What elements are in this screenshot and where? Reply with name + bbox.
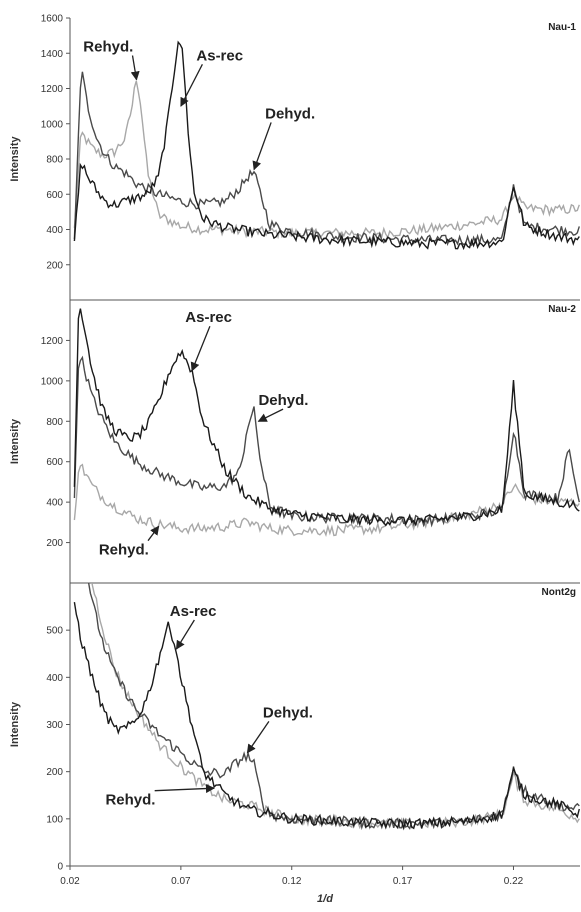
annotation-label: As-rec — [170, 603, 217, 620]
annotation-label: Rehyd. — [99, 542, 149, 559]
y-tick-label: 1600 — [41, 14, 64, 25]
annotation-arrow — [155, 788, 214, 791]
annotation-label: Dehyd. — [265, 105, 315, 122]
y-tick-label: 600 — [46, 190, 63, 201]
y-tick-label: 1000 — [41, 119, 64, 130]
y-tick-label: 400 — [46, 225, 63, 236]
annotation-arrow — [133, 55, 137, 79]
x-tick-label: 0.07 — [171, 876, 191, 887]
annotation-label: Dehyd. — [258, 392, 308, 409]
y-tick-label: 400 — [46, 673, 63, 684]
y-tick-label: 1000 — [41, 376, 64, 387]
series-line-rehyd — [74, 484, 579, 827]
y-tick-label: 100 — [46, 814, 63, 825]
series-line-asrec — [74, 42, 579, 249]
x-tick-label: 0.22 — [504, 876, 524, 887]
annotation-label: Rehyd. — [83, 38, 133, 55]
x-axis-label: 1/d — [317, 893, 333, 905]
annotation-arrow — [258, 409, 283, 421]
annotation-label: As-rec — [196, 47, 243, 64]
y-tick-label: 800 — [46, 155, 63, 166]
series-line-dehyd — [74, 72, 579, 245]
y-axis-label: Intensity — [9, 418, 21, 464]
panel-title: Nau-2 — [548, 304, 576, 315]
annotation-arrow — [247, 721, 269, 752]
x-tick-label: 0.12 — [282, 876, 302, 887]
y-tick-label: 0 — [57, 862, 63, 873]
y-tick-label: 200 — [46, 538, 63, 549]
y-tick-label: 600 — [46, 457, 63, 468]
y-tick-label: 800 — [46, 417, 63, 428]
annotation-arrow — [192, 326, 210, 371]
y-tick-label: 200 — [46, 260, 63, 271]
y-axis-label: Intensity — [9, 136, 21, 182]
x-tick-label: 0.17 — [393, 876, 413, 887]
y-tick-label: 1200 — [41, 336, 64, 347]
y-tick-label: 400 — [46, 498, 63, 509]
y-tick-label: 300 — [46, 720, 63, 731]
x-tick-label: 0.02 — [60, 876, 80, 887]
annotation-arrow — [176, 620, 194, 649]
y-axis-label: Intensity — [9, 701, 21, 747]
annotation-label: As-rec — [185, 309, 232, 326]
annotation-label: Dehyd. — [263, 704, 313, 721]
panel-title: Nont2g — [542, 587, 576, 598]
series-line-rehyd — [74, 81, 579, 238]
y-tick-label: 500 — [46, 626, 63, 637]
y-tick-label: 1200 — [41, 84, 64, 95]
series-line-dehyd — [74, 494, 579, 829]
annotation-arrow — [148, 526, 159, 540]
panel-title: Nau-1 — [548, 22, 576, 33]
annotation-arrow — [254, 122, 271, 169]
series-line-asrec — [74, 309, 579, 526]
y-tick-label: 1400 — [41, 49, 64, 60]
annotation-label: Rehyd. — [105, 792, 155, 809]
y-tick-label: 200 — [46, 767, 63, 778]
